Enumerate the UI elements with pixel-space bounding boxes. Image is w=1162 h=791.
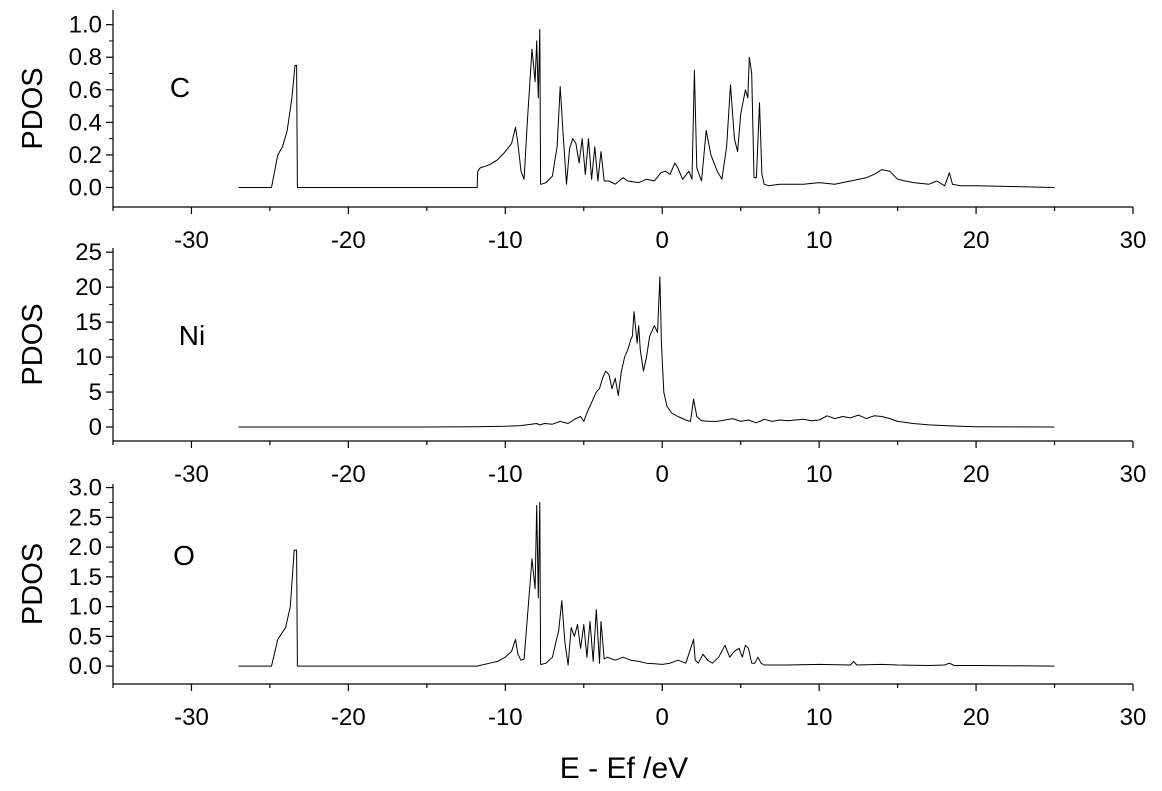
o-y-tick-label: 1.5: [69, 564, 102, 591]
o-x-tick-label: -30: [174, 704, 209, 731]
ni-x-tick-label: 10: [806, 461, 833, 488]
c-y-tick-label: 0.8: [69, 44, 102, 71]
ni-y-tick-label: 15: [75, 309, 102, 336]
c-element-label: C: [170, 72, 190, 103]
c-x-tick-label: 10: [806, 227, 833, 254]
c-x-tick-label: -30: [174, 227, 209, 254]
ni-x-tick-label: -30: [174, 461, 209, 488]
c-x-tick-label: 20: [963, 227, 990, 254]
ni-element-label: Ni: [179, 320, 205, 351]
c-pdos-line: [238, 29, 1055, 188]
ni-x-tick-label: 30: [1120, 461, 1147, 488]
o-x-tick-label: -20: [331, 704, 366, 731]
c-y-tick-label: 0.6: [69, 77, 102, 104]
o-y-tick-label: 2.0: [69, 534, 102, 561]
ni-x-tick-label: -10: [488, 461, 523, 488]
o-x-tick-label: 10: [806, 704, 833, 731]
c-y-axis-label: PDOS: [17, 67, 49, 149]
o-y-axis-label: PDOS: [17, 543, 49, 625]
o-y-tick-label: 3.0: [69, 475, 102, 502]
o-x-tick-label: -10: [488, 704, 523, 731]
c-y-tick-label: 1.0: [69, 12, 102, 39]
o-x-tick-label: 30: [1120, 704, 1147, 731]
o-y-tick-label: 0.5: [69, 623, 102, 650]
ni-y-tick-label: 25: [75, 239, 102, 266]
ni-x-tick-label: -20: [331, 461, 366, 488]
ni-y-tick-label: 20: [75, 274, 102, 301]
ni-pdos-line: [238, 276, 1055, 428]
c-x-tick-label: -10: [488, 227, 523, 254]
c-y-tick-label: 0.2: [69, 142, 102, 169]
o-y-tick-label: 2.5: [69, 504, 102, 531]
ni-x-tick-label: 20: [963, 461, 990, 488]
c-y-tick-label: 0.0: [69, 174, 102, 201]
c-y-tick-label: 0.4: [69, 109, 102, 136]
ni-y-tick-label: 10: [75, 344, 102, 371]
o-pdos-line: [238, 502, 1055, 667]
o-x-tick-label: 20: [963, 704, 990, 731]
c-x-tick-label: -20: [331, 227, 366, 254]
x-axis-label: E - Ef /eV: [560, 752, 688, 785]
ni-x-tick-label: 0: [656, 461, 669, 488]
o-y-tick-label: 0.0: [69, 653, 102, 680]
o-x-tick-label: 0: [656, 704, 669, 731]
ni-y-axis-label: PDOS: [17, 303, 49, 385]
ni-y-tick-label: 0: [89, 414, 102, 441]
o-element-label: O: [173, 540, 195, 571]
c-x-tick-label: 0: [656, 227, 669, 254]
ni-y-tick-label: 5: [89, 379, 102, 406]
o-y-tick-label: 1.0: [69, 594, 102, 621]
c-x-tick-label: 30: [1120, 227, 1147, 254]
